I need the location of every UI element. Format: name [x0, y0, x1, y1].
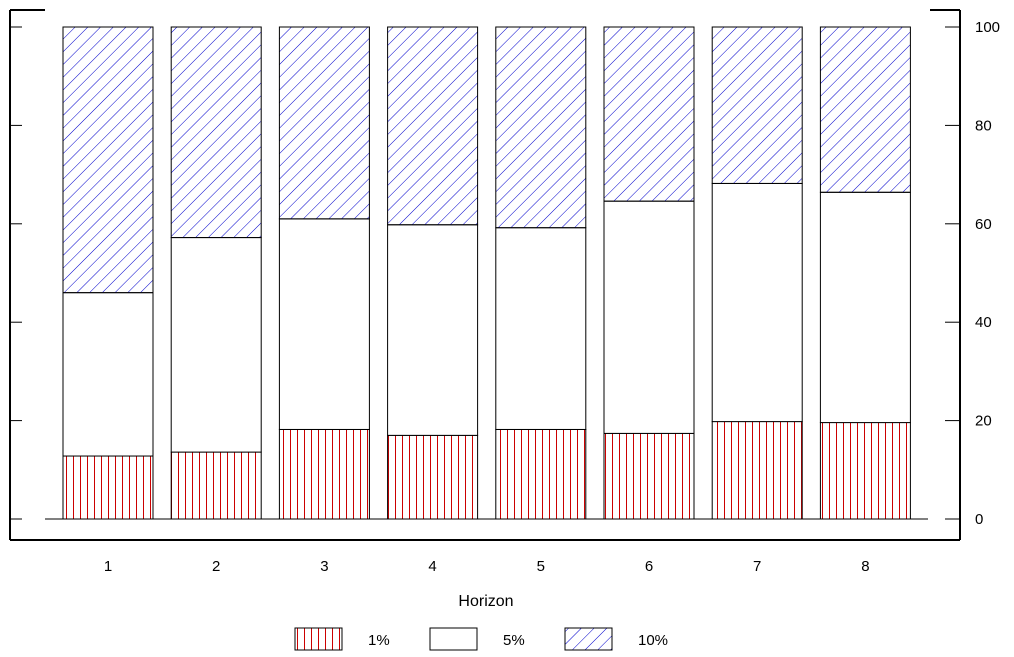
bar-cat-7-series-2	[711, 26, 803, 184]
bars-layer	[62, 26, 911, 520]
bar-cat-4-series-0	[387, 434, 479, 520]
bar-cat-8-series-1	[819, 191, 911, 424]
legend-label-2: 10%	[638, 632, 668, 649]
bar-cat-7-series-1	[711, 182, 803, 423]
y-axis: 0 20 40 60 80 100	[10, 19, 1000, 528]
x-tick-label: 8	[861, 558, 869, 575]
bar-cat-2-series-1	[170, 237, 262, 453]
legend-swatch-2	[564, 627, 613, 651]
bar-cat-6-series-0	[603, 432, 695, 520]
bar-cat-6-series-2	[603, 26, 695, 202]
x-tick-label: 1	[104, 558, 112, 575]
bar-cat-5-series-2	[495, 26, 587, 229]
legend-label-0: 1%	[368, 632, 390, 649]
bar-cat-1-series-1	[62, 292, 154, 457]
x-tick-label: 6	[645, 558, 653, 575]
bar-cat-2-series-2	[170, 26, 262, 239]
y-tick-label: 0	[975, 511, 983, 528]
bar-cat-4-series-2	[387, 26, 479, 226]
bar-cat-6-series-1	[603, 200, 695, 434]
legend-swatch-0	[294, 627, 343, 651]
bar-cat-5-series-1	[495, 227, 587, 430]
bar-cat-2-series-0	[170, 451, 262, 520]
legend: 1% 5% 10%	[294, 627, 668, 651]
bar-cat-1-series-0	[62, 455, 154, 520]
bar-cat-7-series-0	[711, 421, 803, 520]
x-tick-label: 5	[537, 558, 545, 575]
x-tick-label: 7	[753, 558, 761, 575]
bar-cat-3-series-2	[278, 26, 370, 220]
bar-cat-1-series-2	[62, 26, 154, 294]
x-axis-title: Horizon	[458, 593, 513, 610]
y-tick-label: 40	[975, 314, 992, 331]
legend-swatch-1	[429, 627, 478, 651]
legend-label-1: 5%	[503, 632, 525, 649]
x-tick-label: 2	[212, 558, 220, 575]
bar-cat-5-series-0	[495, 428, 587, 520]
bar-cat-3-series-1	[278, 218, 370, 430]
bar-cat-4-series-1	[387, 224, 479, 436]
y-tick-label: 80	[975, 117, 992, 134]
x-axis: 1 2 3 4 5 6 7 8	[104, 558, 870, 575]
bar-cat-8-series-0	[819, 422, 911, 520]
y-tick-label: 60	[975, 216, 992, 233]
x-tick-label: 4	[428, 558, 436, 575]
bar-cat-8-series-2	[819, 26, 911, 193]
y-tick-label: 100	[975, 19, 1000, 36]
x-tick-label: 3	[320, 558, 328, 575]
bar-cat-3-series-0	[278, 428, 370, 520]
y-tick-label: 20	[975, 413, 992, 430]
